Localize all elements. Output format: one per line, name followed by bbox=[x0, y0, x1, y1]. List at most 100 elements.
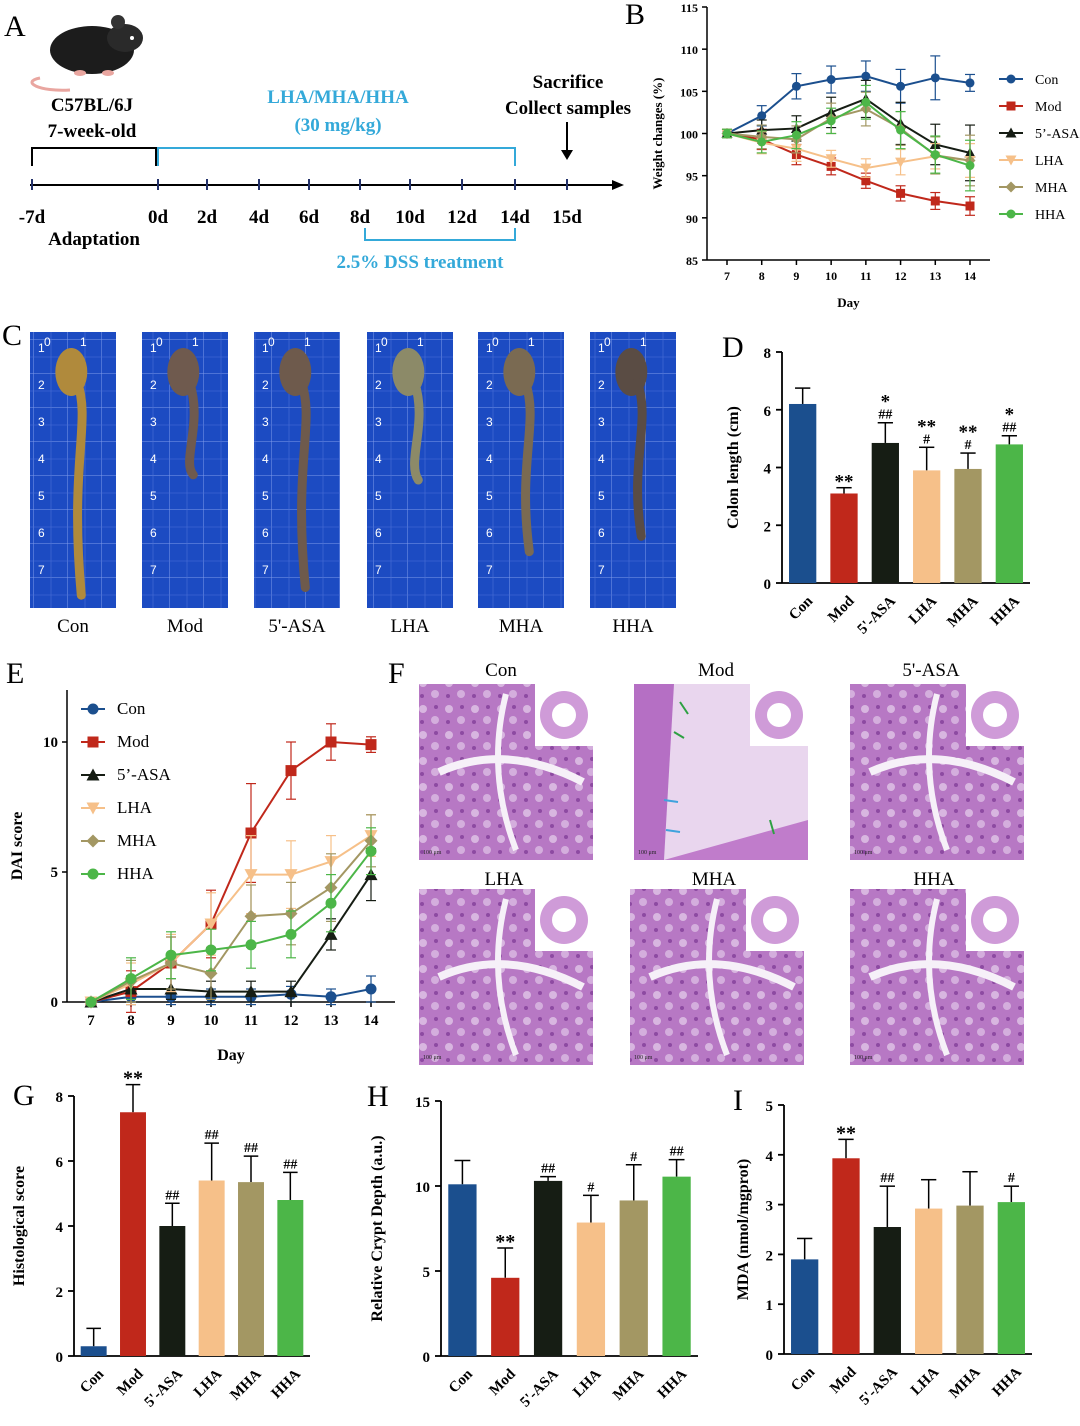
data-point bbox=[325, 991, 337, 1003]
x-category-label: Mod bbox=[825, 593, 858, 626]
data-point bbox=[244, 985, 258, 998]
x-category-label: MHA bbox=[610, 1366, 647, 1403]
x-category-label: MHA bbox=[227, 1366, 264, 1403]
ruler-number: 3 bbox=[486, 415, 493, 429]
bar-mha bbox=[956, 1205, 984, 1354]
bar-hha bbox=[997, 1202, 1025, 1354]
y-tick-label: 6 bbox=[56, 1155, 64, 1171]
bar-lha bbox=[198, 1180, 225, 1356]
ruler-number: 6 bbox=[38, 526, 45, 540]
y-tick-label: 90 bbox=[686, 212, 698, 226]
significance-star: ** bbox=[836, 1122, 856, 1144]
ruler-number: 2 bbox=[262, 378, 269, 392]
ruler-number: 3 bbox=[150, 415, 157, 429]
y-tick-label: 100 bbox=[680, 128, 698, 142]
ruler-number: 1 bbox=[38, 341, 45, 355]
bar-lha bbox=[576, 1222, 606, 1356]
data-point bbox=[861, 97, 871, 107]
significance-hash: ## bbox=[670, 1145, 684, 1160]
data-point bbox=[204, 918, 218, 931]
data-point bbox=[365, 983, 377, 995]
bar-mod bbox=[830, 493, 858, 583]
ruler-number: 1 bbox=[598, 341, 605, 355]
y-tick-label: 85 bbox=[686, 254, 698, 268]
colon-tissue bbox=[184, 377, 199, 480]
x-category-label: HHA bbox=[987, 593, 1023, 629]
x-category-label: HHA bbox=[655, 1366, 691, 1402]
data-point bbox=[896, 188, 906, 198]
legend-label: Mod bbox=[117, 732, 150, 751]
significance-hash: ## bbox=[205, 1128, 219, 1143]
ruler-number: 5 bbox=[598, 489, 605, 503]
data-point bbox=[930, 150, 940, 160]
x-tick-label: 10 bbox=[825, 269, 837, 283]
data-point bbox=[285, 765, 297, 777]
bar-hha bbox=[995, 444, 1023, 583]
y-tick-label: 10 bbox=[415, 1180, 430, 1196]
panel-letter: E bbox=[6, 657, 24, 690]
ruler-number: 4 bbox=[486, 452, 493, 466]
timeline-day-label: 14d bbox=[500, 207, 530, 228]
ruler-number: 1 bbox=[192, 335, 199, 349]
panel-c-letter: C bbox=[2, 319, 22, 352]
y-tick-label: 4 bbox=[56, 1220, 64, 1236]
legend-label: 5’-ASA bbox=[1035, 127, 1080, 142]
ruler-number: 1 bbox=[375, 341, 382, 355]
series-hha bbox=[722, 84, 975, 192]
x-tick-label: 9 bbox=[793, 269, 799, 283]
timeline-day-label: 4d bbox=[249, 207, 270, 228]
panel-f-letter: F bbox=[388, 657, 405, 690]
data-point bbox=[965, 78, 975, 88]
treatment-bracket bbox=[157, 147, 516, 166]
panel-letter: G bbox=[13, 1079, 35, 1112]
significance-star: ** bbox=[495, 1231, 515, 1253]
significance-star: ** bbox=[835, 472, 854, 493]
y-axis-label: Relative Crypt Depth (a.u.) bbox=[369, 1135, 386, 1321]
significance-hash: ## bbox=[1002, 421, 1016, 436]
data-point bbox=[244, 869, 258, 882]
histology-label: LHA bbox=[484, 869, 523, 890]
timeline-day-label: 8d bbox=[350, 207, 371, 228]
x-axis-label: Day bbox=[837, 295, 860, 310]
y-tick-label: 5 bbox=[766, 1099, 774, 1115]
ruler-number: 7 bbox=[150, 563, 157, 577]
x-category-label: 5'-ASA bbox=[517, 1366, 561, 1410]
ruler-number: 1 bbox=[528, 335, 535, 349]
x-tick-label: 9 bbox=[167, 1013, 175, 1029]
ruler-number: 2 bbox=[598, 378, 605, 392]
data-point bbox=[87, 703, 99, 715]
bar-mha bbox=[619, 1200, 648, 1356]
y-tick-label: 5 bbox=[423, 1265, 431, 1281]
bar-hha bbox=[662, 1176, 691, 1356]
histology-label: 5'-ASA bbox=[902, 660, 960, 681]
histology-mha: 100 μm MHA bbox=[630, 869, 804, 1065]
ruler-number: 7 bbox=[375, 563, 382, 577]
data-point bbox=[930, 73, 940, 83]
ruler-number: 7 bbox=[262, 563, 269, 577]
series-line bbox=[726, 75, 971, 135]
data-point bbox=[1005, 127, 1017, 138]
legend-label: HHA bbox=[117, 864, 155, 883]
histology-mod: 100 μm Mod bbox=[634, 660, 808, 860]
ruler-number: 5 bbox=[262, 489, 269, 503]
bar-con bbox=[791, 1259, 819, 1354]
inset-lumen bbox=[552, 703, 576, 727]
ruler-number: 2 bbox=[228, 335, 235, 349]
legend-label: MHA bbox=[117, 831, 157, 850]
bar-mod bbox=[832, 1158, 860, 1354]
inset-lumen bbox=[983, 703, 1007, 727]
mouse-icon bbox=[30, 15, 143, 92]
data-point bbox=[245, 939, 257, 951]
x-tick-label: 8 bbox=[127, 1013, 135, 1029]
histology-5asa: 100 μm 5'-ASA bbox=[850, 660, 1024, 860]
x-category-label: 5'-ASA bbox=[142, 1366, 186, 1410]
series-line bbox=[726, 132, 971, 208]
legend-label: Con bbox=[117, 699, 146, 718]
ruler-number: 0 bbox=[381, 335, 388, 349]
data-point bbox=[791, 81, 801, 91]
x-category-label: Con bbox=[446, 1366, 477, 1397]
